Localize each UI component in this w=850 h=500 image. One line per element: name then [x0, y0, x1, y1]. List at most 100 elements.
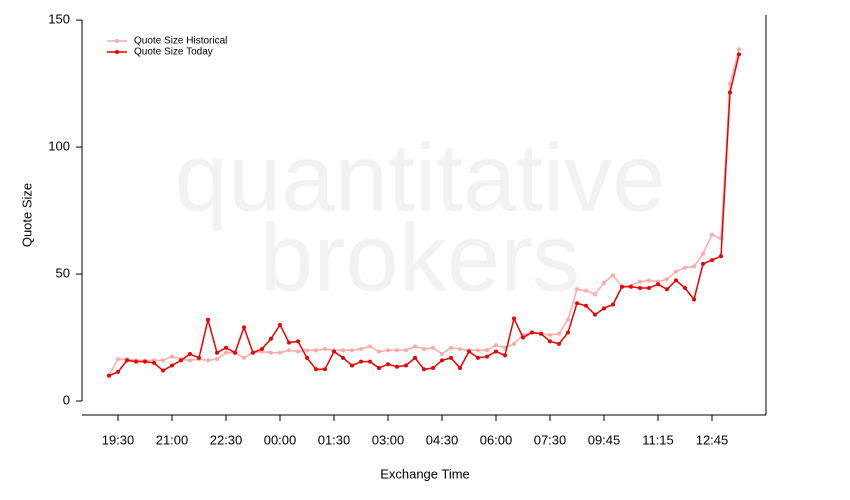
- data-point: [305, 348, 309, 353]
- data-point: [611, 302, 615, 307]
- data-point: [233, 350, 237, 355]
- data-point: [692, 264, 696, 269]
- data-point: [692, 297, 696, 302]
- data-point: [674, 278, 678, 283]
- data-point: [296, 339, 300, 344]
- data-point: [197, 355, 201, 360]
- data-point: [467, 349, 471, 354]
- x-tick-label: 07:30: [534, 432, 567, 447]
- data-point: [566, 317, 570, 322]
- data-point: [431, 345, 435, 350]
- x-tick-label: 12:45: [696, 432, 729, 447]
- data-point: [638, 286, 642, 291]
- data-point: [665, 277, 669, 282]
- data-point: [485, 354, 489, 359]
- data-point: [314, 367, 318, 372]
- data-point: [548, 339, 552, 344]
- data-point: [593, 292, 597, 297]
- data-point: [620, 284, 624, 289]
- data-point: [278, 350, 282, 355]
- x-tick-label: 04:30: [426, 432, 459, 447]
- data-point: [188, 352, 192, 357]
- data-point: [341, 355, 345, 360]
- data-point: [170, 354, 174, 359]
- data-point: [548, 333, 552, 337]
- data-point: [611, 273, 615, 278]
- data-point: [161, 358, 165, 363]
- x-tick-label: 01:30: [318, 432, 351, 447]
- x-tick-label: 00:00: [264, 432, 297, 447]
- data-point: [647, 278, 651, 283]
- watermark: quantitative: [174, 124, 665, 231]
- y-tick-label: 50: [56, 265, 70, 280]
- data-point: [377, 366, 381, 371]
- data-point: [161, 368, 165, 373]
- data-point: [251, 350, 255, 355]
- data-point: [125, 358, 129, 363]
- data-point: [269, 336, 273, 341]
- watermark: brokers: [260, 204, 580, 311]
- data-point: [647, 286, 651, 291]
- data-point: [674, 269, 678, 274]
- data-point: [134, 359, 138, 364]
- data-point: [206, 358, 210, 363]
- data-point: [665, 287, 669, 292]
- data-point: [683, 286, 687, 291]
- data-point: [224, 345, 228, 350]
- data-point: [215, 357, 219, 362]
- data-point: [116, 357, 120, 362]
- legend-label: Quote Size Historical: [134, 36, 227, 47]
- data-point: [386, 362, 390, 367]
- data-point: [530, 330, 534, 335]
- data-point: [260, 346, 264, 351]
- data-point: [368, 359, 372, 364]
- data-point: [728, 90, 732, 95]
- data-point: [593, 312, 597, 317]
- data-point: [494, 349, 498, 354]
- data-point: [386, 348, 390, 353]
- legend-marker: [115, 50, 119, 54]
- x-tick-label: 19:30: [102, 432, 135, 447]
- data-point: [350, 348, 354, 353]
- data-point: [476, 348, 480, 353]
- data-point: [656, 282, 660, 287]
- data-point: [224, 350, 228, 355]
- x-tick-label: 21:00: [156, 432, 189, 447]
- x-tick-label: 09:45: [588, 432, 621, 447]
- data-point: [215, 350, 219, 355]
- data-point: [107, 373, 111, 378]
- data-point: [404, 363, 408, 368]
- data-point: [449, 355, 453, 360]
- data-point: [269, 350, 273, 355]
- data-point: [512, 341, 516, 346]
- data-point: [737, 52, 741, 57]
- data-point: [116, 369, 120, 374]
- data-point: [179, 358, 183, 363]
- data-point: [503, 353, 507, 358]
- data-point: [458, 346, 462, 351]
- data-point: [719, 254, 723, 259]
- x-tick-label: 03:00: [372, 432, 405, 447]
- data-point: [638, 279, 642, 284]
- data-point: [728, 81, 732, 86]
- data-point: [305, 355, 309, 360]
- data-point: [575, 301, 579, 306]
- data-point: [440, 352, 444, 357]
- data-point: [629, 284, 633, 289]
- data-point: [323, 346, 327, 351]
- y-tick-label: 100: [48, 139, 70, 154]
- x-axis-label: Exchange Time: [380, 466, 470, 481]
- data-point: [701, 261, 705, 266]
- data-point: [404, 348, 408, 353]
- data-point: [359, 346, 363, 351]
- data-point: [494, 343, 498, 348]
- data-point: [314, 348, 318, 353]
- data-point: [278, 322, 282, 327]
- data-point: [602, 306, 606, 311]
- data-point: [170, 363, 174, 368]
- data-point: [296, 349, 300, 354]
- x-tick-label: 11:15: [642, 432, 674, 447]
- x-tick-label: 06:00: [480, 432, 513, 447]
- data-point: [440, 358, 444, 363]
